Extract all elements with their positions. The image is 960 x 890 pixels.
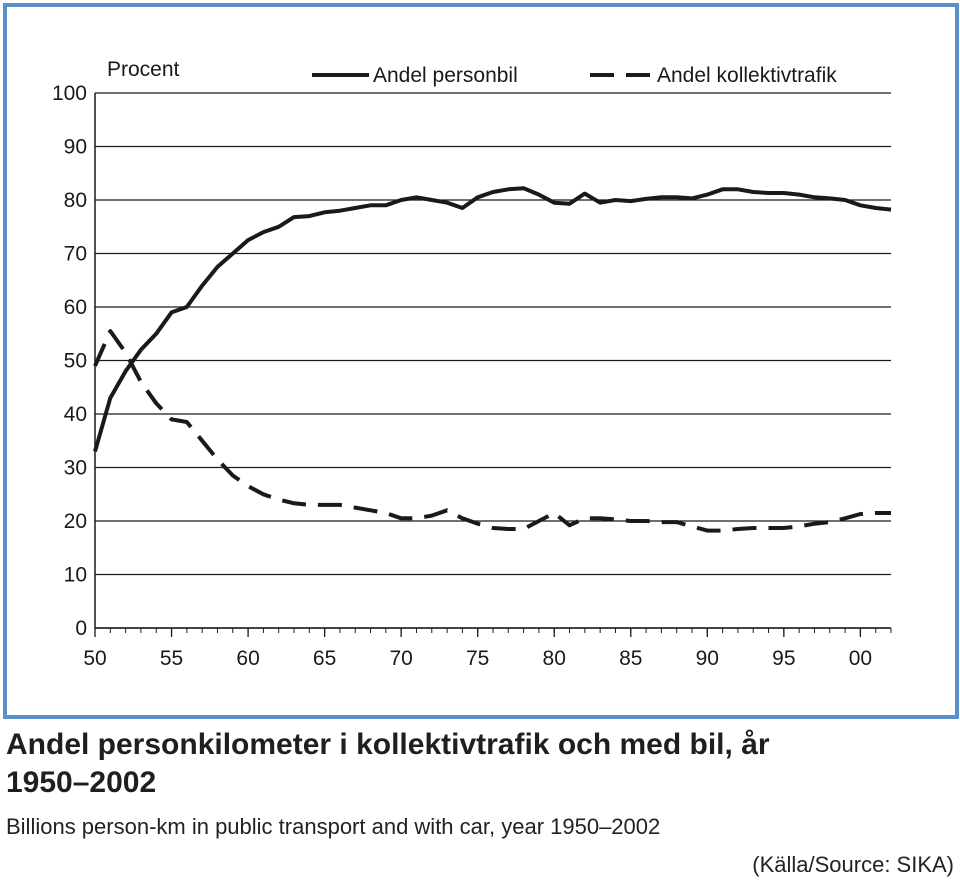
y-tick-label-40: 40 — [64, 403, 87, 426]
data-series — [93, 186, 892, 533]
x-tick-label-85: 85 — [619, 647, 642, 670]
y-axis-label: Procent — [107, 58, 180, 81]
y-tick-label-100: 100 — [52, 82, 87, 105]
tick-labels: 0 10 20 30 40 50 60 70 80 90 100 50 55 60 65 70 75 80 85 90… — [52, 82, 872, 670]
y-tick-label-80: 80 — [64, 189, 87, 212]
gridlines — [95, 92, 891, 629]
caption: Andel personkilometer i kollektivtrafik … — [6, 726, 954, 840]
x-tick-label-80: 80 — [543, 647, 566, 670]
x-tick-label-90: 90 — [696, 647, 719, 670]
legend: Andel personbil Andel kollektivtrafik — [312, 64, 837, 87]
y-tick-label-0: 0 — [75, 617, 87, 640]
y-tick-label-50: 50 — [64, 350, 87, 373]
y-tick-label-10: 10 — [64, 564, 87, 587]
y-tick-label-90: 90 — [64, 136, 87, 159]
x-tick-label-65: 65 — [313, 647, 336, 670]
x-tick-label-55: 55 — [160, 647, 183, 670]
axes — [94, 93, 892, 637]
figure-subtitle: Billions person-km in public transport a… — [6, 814, 661, 839]
legend-label: Andel personbil — [373, 64, 518, 87]
y-tick-label-20: 20 — [64, 510, 87, 533]
x-tick-label-60: 60 — [236, 647, 259, 670]
x-tick-label-00: 00 — [849, 647, 872, 670]
x-tick-label-50: 50 — [83, 647, 106, 670]
figure-title: Andel personkilometer i kollektivtrafik … — [6, 728, 770, 799]
y-tick-label-60: 60 — [64, 296, 87, 319]
x-tick-label-70: 70 — [389, 647, 412, 670]
y-tick-label-30: 30 — [64, 457, 87, 480]
x-tick-label-95: 95 — [772, 647, 795, 670]
legend-label: Andel kollektivtrafik — [657, 64, 837, 87]
series-line-personbil — [93, 186, 892, 452]
source-note: (Källa/Source: SIKA) — [752, 852, 954, 877]
line-chart: 0 10 20 30 40 50 60 70 80 90 100 50 55 60 65 70 75 80 85 90… — [52, 58, 892, 670]
x-tick-label-75: 75 — [466, 647, 489, 670]
y-tick-label-70: 70 — [64, 243, 87, 266]
series-line-kollektivtrafik — [93, 329, 891, 533]
chart-frame: 0 10 20 30 40 50 60 70 80 90 100 50 55 60 65 70 75 80 85 90… — [3, 3, 959, 719]
